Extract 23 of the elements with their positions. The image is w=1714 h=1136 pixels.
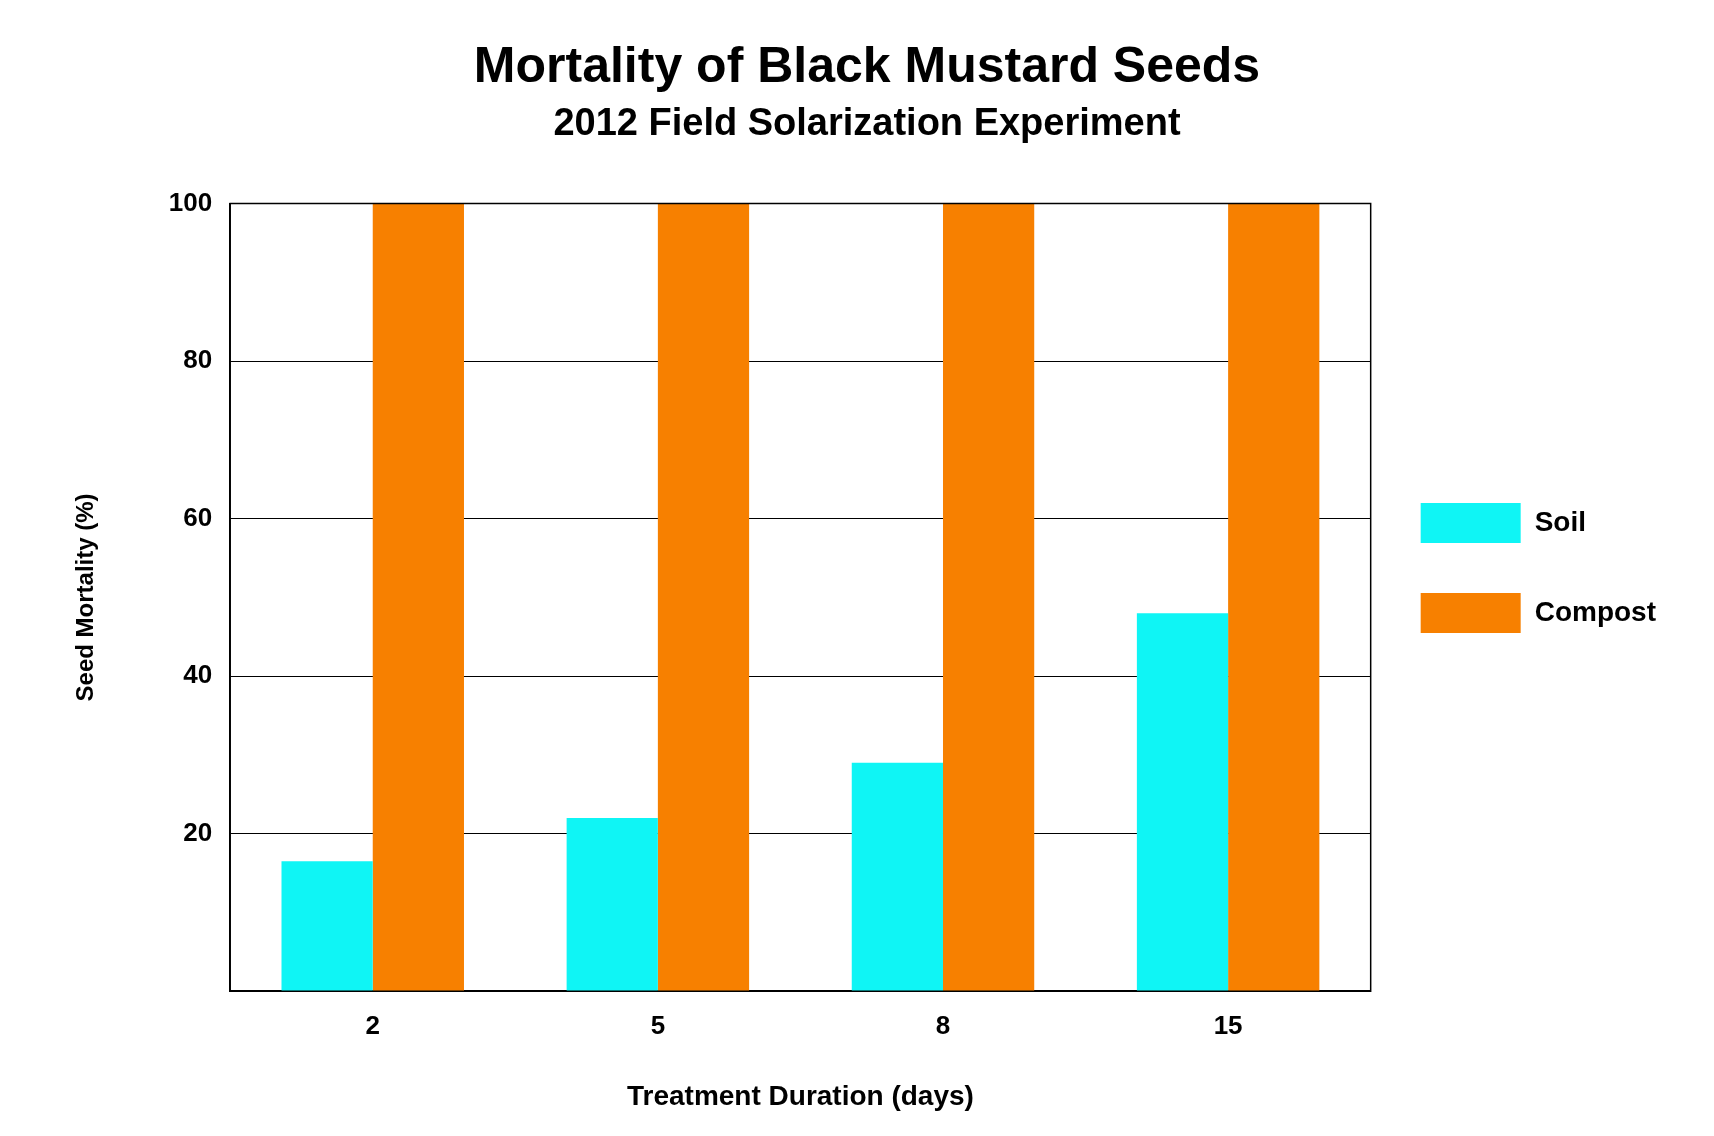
y-tick-label: 40 (183, 659, 213, 690)
bar (942, 203, 1035, 992)
x-axis-title: Treatment Duration (days) (626, 1079, 974, 1111)
y-tick-label: 20 (183, 816, 213, 847)
y-tick-label: 60 (183, 501, 213, 532)
bar (1136, 613, 1229, 992)
y-tick-label: 100 (168, 186, 213, 217)
y-axis-title: Seed Mortality (%) (71, 493, 99, 702)
bar (657, 203, 750, 992)
chart-subtitle: 2012 Field Solarization Experiment (553, 101, 1181, 144)
bar (372, 203, 464, 992)
bar (566, 817, 658, 992)
legend-label: Compost (1534, 595, 1656, 627)
x-tick-label: 8 (935, 1009, 951, 1040)
bar (281, 861, 373, 992)
x-tick-label: 5 (650, 1009, 666, 1040)
legend-label: Soil (1534, 505, 1587, 537)
chart-title: Mortality of Black Mustard Seeds (473, 36, 1261, 93)
bar (851, 762, 943, 992)
x-tick-label: 2 (365, 1009, 380, 1040)
x-tick-label: 15 (1213, 1009, 1243, 1040)
bar (1228, 203, 1320, 992)
y-tick-label: 80 (183, 344, 213, 375)
